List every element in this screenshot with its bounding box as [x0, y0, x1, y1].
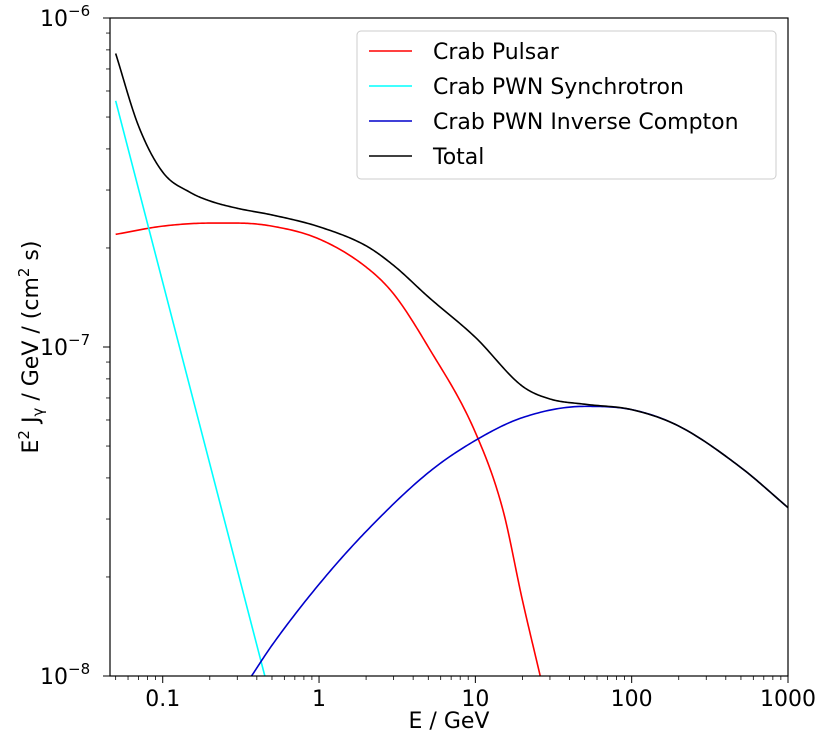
y-tick-label: 10 — [40, 7, 68, 32]
legend-items: Crab Pulsar Crab PWN Synchrotron Crab PWN … — [369, 40, 739, 170]
legend-label: Crab PWN Inverse Compton — [433, 110, 739, 135]
x-tick-label: 10 — [461, 687, 489, 712]
series-line-0 — [115, 222, 542, 676]
y-ticks: 10−610−710−8 — [40, 2, 110, 690]
x-axis-label: E / GeV — [409, 709, 490, 734]
y-tick-label: 10 — [40, 665, 68, 690]
series-line-1 — [114, 100, 266, 676]
y-tick-exponent: −8 — [68, 660, 90, 678]
legend-label: Crab PWN Synchrotron — [433, 75, 684, 100]
x-ticks: 0.1 1 10 100 1000 — [115, 676, 816, 712]
y-axis-label: E2 Jγ / GeV / (cm2 s) — [15, 241, 47, 454]
x-tick-label: 1 — [312, 687, 326, 712]
legend: Crab Pulsar Crab PWN Synchrotron Crab PWN … — [356, 30, 777, 180]
legend-label: Crab Pulsar — [433, 40, 560, 65]
y-tick-exponent: −6 — [68, 2, 90, 20]
x-tick-label: 0.1 — [145, 687, 180, 712]
y-tick-exponent: −7 — [68, 331, 90, 349]
x-tick-label: 1000 — [760, 687, 816, 712]
legend-box — [356, 30, 777, 180]
legend-label: Total — [432, 145, 484, 170]
series-line-3 — [114, 53, 788, 509]
x-tick-label: 100 — [611, 687, 653, 712]
y-tick-label: 10 — [40, 336, 68, 361]
series-layer — [114, 53, 788, 676]
